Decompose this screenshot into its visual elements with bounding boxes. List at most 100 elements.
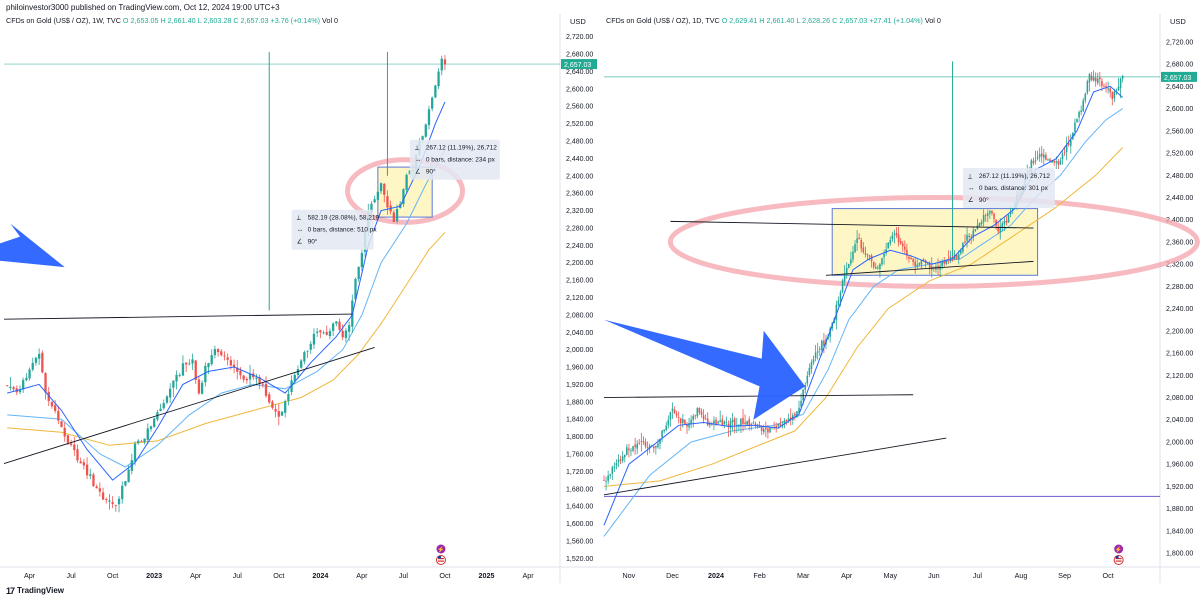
measure-icon: ⟂ [415, 145, 420, 152]
candle-body [1094, 77, 1097, 82]
y-tick-label: 1,840.00 [1166, 528, 1193, 535]
events-icon [1114, 544, 1124, 554]
candle-body [82, 462, 86, 466]
candle-body [611, 467, 614, 474]
candle-body [402, 189, 405, 205]
candle-body [25, 377, 28, 381]
candle-body [220, 351, 223, 356]
candle-body [101, 492, 105, 500]
candle-body [47, 391, 50, 401]
candle-body [885, 249, 887, 254]
y-tick-label: 2,720.00 [1166, 39, 1193, 46]
measure-icon: ∠ [415, 168, 421, 176]
candle-body [955, 254, 958, 259]
candle-body [991, 210, 993, 214]
x-tick-label: Feb [753, 571, 765, 580]
candle-body [783, 420, 786, 425]
y-tick-label: 2,720.00 [566, 34, 593, 41]
candle-body [18, 389, 22, 393]
candle-body [785, 419, 788, 421]
candle-body [124, 481, 127, 486]
x-tick-label: Jun [928, 571, 940, 580]
candle-body [920, 260, 923, 265]
candle-body [841, 280, 844, 292]
x-tick-label: Aug [1015, 571, 1028, 580]
candle-body [694, 415, 697, 417]
candle-body [910, 257, 912, 260]
candle-body [427, 109, 431, 126]
candle-body [1011, 208, 1014, 211]
candle-body [906, 249, 908, 256]
candle-body [153, 418, 156, 427]
candle-body [742, 417, 744, 425]
candle-body [1009, 211, 1012, 215]
candle-body [937, 265, 939, 269]
trendline [3, 347, 375, 464]
y-tick-label: 2,480.00 [1166, 173, 1193, 180]
candle-body [818, 348, 821, 350]
candle-body [376, 191, 380, 200]
candle-body [223, 355, 226, 357]
candle-body [328, 331, 332, 337]
trendline [3, 313, 353, 320]
candle-body [204, 365, 207, 383]
candle-body [50, 401, 54, 407]
candle-body [213, 349, 217, 356]
candle-body [748, 419, 751, 426]
y-tick-label: 1,880.00 [566, 399, 593, 406]
candle-body [66, 435, 70, 443]
y-tick-label: 1,920.00 [566, 382, 593, 389]
candle-body [434, 85, 437, 98]
candle-body [854, 244, 856, 253]
y-tick-label: 1,800.00 [1166, 551, 1193, 558]
candle-body [338, 321, 341, 330]
candle-body [845, 267, 848, 274]
candle-body [914, 261, 916, 266]
candle-body [866, 254, 869, 256]
candle-body [723, 421, 726, 425]
highlight-ellipse [345, 157, 466, 225]
candle-body [874, 267, 877, 269]
candle-body [972, 230, 975, 237]
legend-part: H 2,661.40 [160, 16, 197, 25]
y-tick-label: 2,160.00 [566, 278, 593, 285]
flag-canton [1115, 556, 1119, 559]
measure-icon: ↔ [415, 157, 422, 164]
candle-body [889, 239, 892, 244]
candle-body [1107, 88, 1109, 90]
candle-body [210, 355, 213, 365]
candle-body [731, 419, 734, 423]
y-tick-label: 2,680.00 [1166, 62, 1193, 69]
x-tick-label: Dec [666, 571, 679, 580]
candle-body [296, 369, 300, 376]
measure-info-text: 90° [426, 168, 436, 176]
tradingview-logo-icon: 17 [6, 585, 15, 596]
candle-body [648, 445, 651, 449]
candle-body [879, 264, 881, 269]
candle-body [1003, 221, 1006, 224]
candle-body [744, 422, 746, 425]
candle-body [970, 236, 973, 238]
candle-body [669, 412, 672, 420]
candle-body [373, 199, 376, 203]
legend-part: O 2,653.05 [123, 16, 161, 25]
candle-body [255, 377, 258, 379]
candle-body [303, 352, 306, 362]
weekly-gold-chart[interactable]: CFDs on Gold (US$ / OZ), 1W, TVC O 2,653… [0, 14, 600, 583]
last-price-value: 2,657.03 [564, 62, 591, 69]
measure-info-text: 90° [979, 196, 989, 204]
annotation-arrow [0, 223, 65, 268]
candle-body [306, 350, 309, 352]
candle-body [28, 369, 31, 379]
candle-body [1109, 88, 1112, 93]
candle-body [868, 255, 871, 257]
daily-gold-chart[interactable]: CFDs on Gold (US$ / OZ), 1D, TVC O 2,629… [600, 14, 1200, 583]
candle-body [852, 251, 854, 260]
candle-body [284, 401, 287, 413]
x-tick-label: 2024 [708, 571, 724, 580]
candle-body [1057, 161, 1060, 165]
legend-part: Vol 0 [925, 16, 941, 25]
candle-body [794, 413, 796, 416]
candle-body [603, 480, 605, 481]
candle-body [908, 256, 910, 259]
